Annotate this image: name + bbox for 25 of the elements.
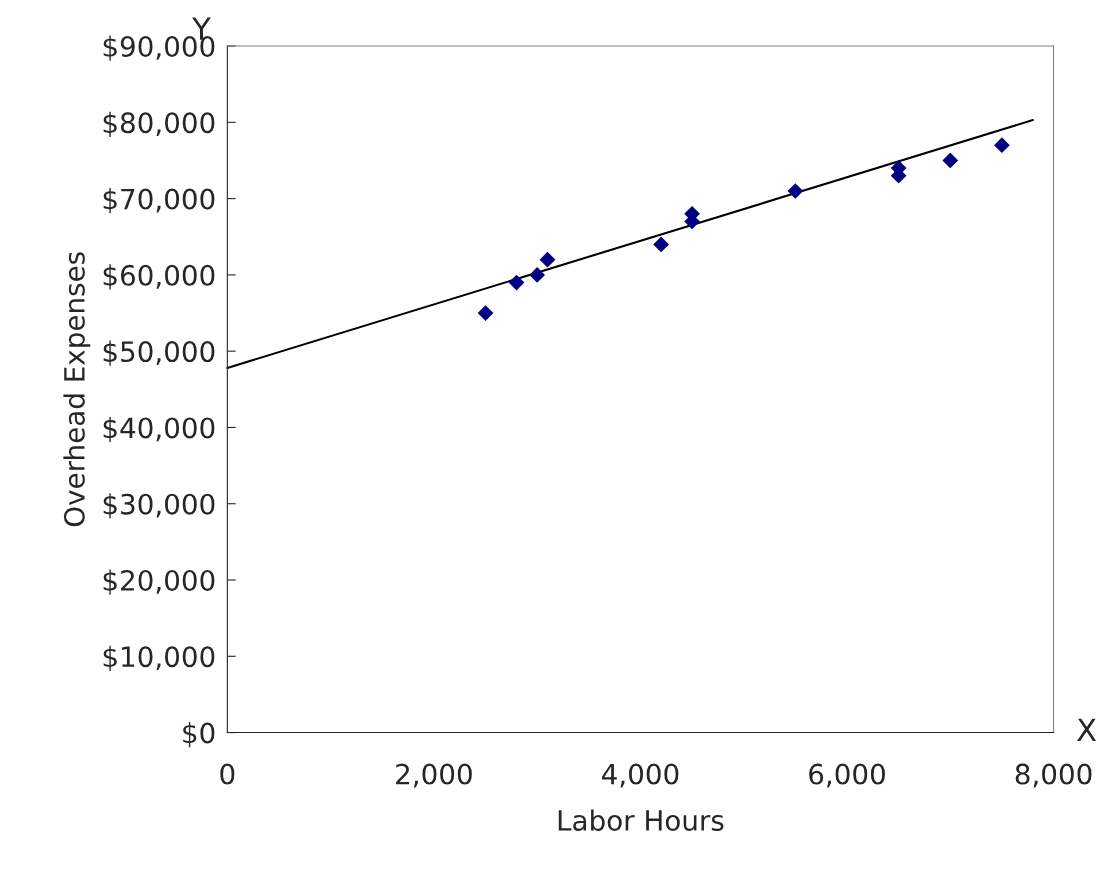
point (942, 152, 959, 169)
point (529, 267, 546, 283)
text: X (1077, 718, 1097, 741)
point (539, 251, 556, 268)
y-axis-title: Overhead Expenses (63, 252, 91, 527)
x-tick-label: 2,000 (396, 763, 472, 788)
y-tick-label: $10,000 (103, 645, 215, 671)
point (787, 183, 804, 199)
x-tick-label: 8,000 (1015, 763, 1092, 788)
y-tick-label: $50,000 (103, 340, 215, 366)
y-tick-label: $20,000 (103, 569, 215, 595)
point (994, 137, 1010, 154)
x-tick-label: 6,000 (809, 763, 885, 788)
y-tick-label: $80,000 (103, 111, 215, 137)
point (508, 274, 525, 291)
point (653, 236, 669, 253)
x-tick-label: 0 (220, 763, 235, 785)
point (477, 305, 494, 321)
x-axis-title: Labor Hours (558, 809, 724, 831)
y-tick-label: $0 (183, 722, 215, 748)
x-tick-label: 4,000 (602, 763, 679, 788)
y-tick-label: $40,000 (103, 416, 215, 443)
y-tick-label: $70,000 (103, 188, 215, 214)
y-tick-label: $60,000 (103, 264, 215, 290)
y-tick-label: $30,000 (103, 493, 215, 519)
